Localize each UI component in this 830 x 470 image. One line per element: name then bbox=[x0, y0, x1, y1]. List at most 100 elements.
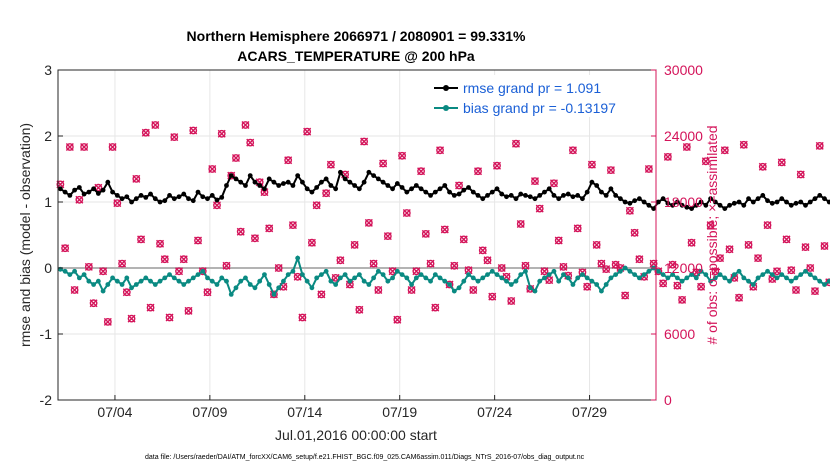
rmse-point bbox=[665, 200, 671, 206]
bias-point bbox=[594, 282, 600, 287]
bias-point bbox=[186, 278, 191, 284]
obs-point bbox=[744, 240, 753, 249]
obs-assimilated-marker bbox=[284, 156, 293, 165]
bias-point bbox=[442, 278, 448, 284]
obs-assimilated-marker bbox=[810, 287, 819, 296]
rmse-point bbox=[717, 202, 723, 208]
obs-assimilated-marker bbox=[421, 229, 430, 238]
obs-assimilated-marker bbox=[511, 139, 520, 148]
bias-point bbox=[95, 278, 101, 284]
obs-point bbox=[265, 224, 274, 233]
rmse-point bbox=[281, 181, 286, 186]
rmse-point bbox=[779, 196, 785, 202]
bias-point bbox=[632, 272, 638, 277]
bias-point bbox=[722, 275, 728, 281]
obs-point bbox=[535, 204, 544, 213]
obs-possible-marker bbox=[635, 255, 644, 264]
obs-assimilated-marker bbox=[583, 282, 592, 291]
bias-point bbox=[717, 272, 723, 277]
y-left-ticks: -2 -1 0 1 2 3 bbox=[40, 62, 63, 408]
obs-point bbox=[369, 259, 378, 268]
obs-possible-marker bbox=[203, 288, 212, 297]
obs-assimilated-marker bbox=[763, 221, 772, 230]
bias-point bbox=[489, 268, 495, 274]
obs-possible-marker bbox=[588, 160, 596, 169]
bias-point bbox=[129, 285, 134, 291]
obs-assimilated-marker bbox=[208, 165, 217, 173]
obs-possible-marker bbox=[132, 174, 141, 183]
bias-point bbox=[247, 282, 253, 287]
obs-assimilated-marker bbox=[402, 209, 411, 217]
bias-point bbox=[138, 278, 144, 284]
obs-point bbox=[573, 224, 582, 233]
rmse-point bbox=[798, 199, 804, 205]
rmse-point bbox=[518, 191, 524, 197]
legend-bias-label: bias grand pr = -0.13197 bbox=[463, 100, 616, 116]
bias-point bbox=[233, 285, 239, 291]
y-left-tick-label-2: 0 bbox=[44, 260, 52, 276]
obs-possible-marker bbox=[668, 260, 677, 269]
obs-assimilated-marker bbox=[122, 288, 131, 297]
bias-point bbox=[228, 292, 234, 297]
bias-point bbox=[741, 275, 747, 281]
bias-point bbox=[627, 268, 633, 274]
obs-point bbox=[417, 167, 426, 176]
obs-possible-marker bbox=[782, 235, 791, 244]
rmse-point bbox=[532, 196, 538, 202]
obs-point bbox=[298, 313, 307, 322]
y-left-tick-label-4: 2 bbox=[44, 128, 52, 144]
obs-assimilated-marker bbox=[554, 236, 563, 245]
rmse-point bbox=[580, 196, 585, 202]
obs-possible-marker bbox=[573, 224, 582, 233]
rmse-point bbox=[736, 199, 742, 205]
obs-possible-marker bbox=[777, 158, 786, 167]
chart-title-line2: ACARS_TEMPERATURE @ 200 hPa bbox=[237, 48, 475, 64]
obs-possible-marker bbox=[350, 240, 359, 249]
obs-point bbox=[194, 236, 203, 245]
obs-point bbox=[806, 264, 815, 272]
bias-point bbox=[252, 285, 258, 291]
rmse-point bbox=[257, 183, 263, 188]
obs-possible-marker bbox=[569, 146, 577, 155]
bias-point bbox=[513, 278, 519, 284]
obs-possible-marker bbox=[156, 239, 164, 248]
obs-possible-marker bbox=[103, 317, 112, 326]
rmse-point bbox=[741, 202, 747, 208]
obs-point bbox=[554, 236, 563, 245]
bias-point bbox=[826, 278, 830, 284]
obs-point bbox=[127, 314, 136, 323]
obs-possible-marker bbox=[811, 287, 819, 295]
rmse-point bbox=[143, 194, 149, 200]
obs-possible-marker bbox=[61, 244, 70, 253]
obs-point bbox=[217, 129, 226, 138]
obs-possible-marker bbox=[298, 313, 307, 322]
obs-assimilated-marker bbox=[450, 261, 459, 270]
obs-point bbox=[146, 303, 155, 312]
bias-point bbox=[793, 275, 799, 281]
rmse-point bbox=[181, 191, 187, 197]
rmse-point bbox=[72, 187, 78, 193]
bias-point bbox=[162, 275, 168, 281]
bias-point bbox=[689, 272, 694, 277]
obs-assimilated-marker bbox=[99, 267, 108, 276]
rmse-point bbox=[347, 179, 353, 185]
rmse-point bbox=[788, 202, 794, 208]
bias-point bbox=[413, 275, 419, 281]
rmse-point bbox=[133, 196, 139, 202]
bias-point bbox=[380, 272, 386, 277]
obs-point bbox=[530, 177, 539, 186]
obs-possible-marker bbox=[251, 234, 259, 243]
rmse-point bbox=[765, 198, 770, 204]
bias-point bbox=[693, 275, 699, 281]
obs-point bbox=[364, 218, 373, 227]
obs-assimilated-marker bbox=[203, 288, 212, 297]
obs-point bbox=[716, 254, 725, 263]
bias-point bbox=[176, 278, 182, 284]
bias-point bbox=[328, 278, 334, 284]
obs-possible-marker bbox=[165, 313, 174, 322]
y-left-tick-label-3: 1 bbox=[44, 194, 52, 210]
obs-assimilated-marker bbox=[697, 282, 706, 291]
rmse-point bbox=[712, 199, 718, 205]
rmse-point bbox=[632, 198, 638, 204]
bias-point bbox=[466, 272, 471, 277]
